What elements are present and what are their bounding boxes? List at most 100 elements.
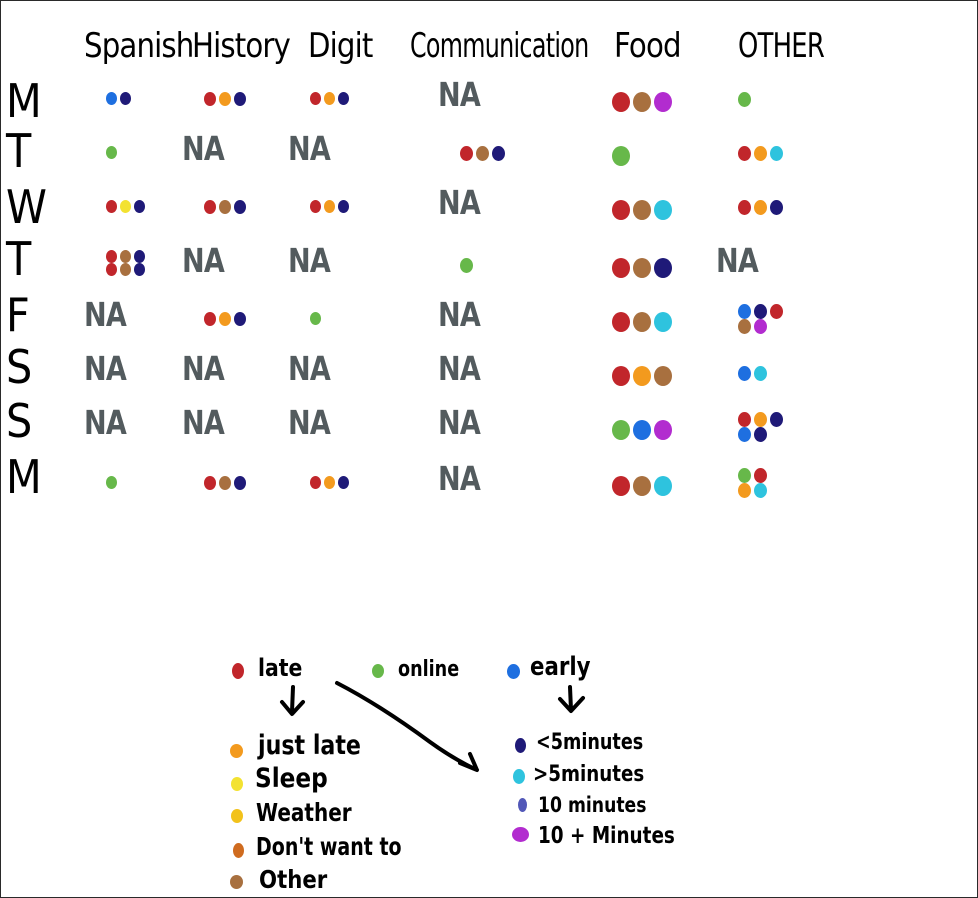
- attendance-dot-late: [310, 476, 321, 489]
- attendance-dot-late: [612, 258, 630, 278]
- attendance-dot-online: [106, 476, 117, 489]
- attendance-dot-late: [612, 312, 630, 332]
- attendance-dot-other: [219, 476, 231, 490]
- attendance-dot-other: [633, 92, 651, 112]
- legend-gt5-label: >5minutes: [533, 762, 645, 787]
- legend-other-dot: [230, 875, 243, 889]
- na-mark-monday-2-communication: NA: [438, 459, 481, 498]
- attendance-dot-late: [310, 200, 321, 213]
- na-mark-tuesday-digit: NA: [288, 129, 331, 168]
- attendance-dot-late: [754, 468, 767, 483]
- day-label-friday: F: [6, 288, 30, 342]
- attendance-dot-lt5: [654, 258, 672, 278]
- day-label-monday-2: M: [6, 450, 42, 504]
- late-to-minutes-arrow-icon: [335, 681, 479, 772]
- attendance-dot-lt5: [338, 200, 349, 213]
- legend-weather-label: Weather: [256, 798, 352, 827]
- legend-online-dot: [372, 664, 384, 678]
- attendance-dot-online: [738, 92, 751, 107]
- attendance-dot-just_late: [738, 483, 751, 498]
- legend-lt5-label: <5minutes: [536, 730, 644, 755]
- attendance-dot-other: [219, 200, 231, 214]
- attendance-dot-lt5: [492, 146, 505, 161]
- legend-weather-dot: [231, 809, 243, 823]
- legend-online-label: online: [398, 657, 460, 682]
- na-mark-saturday-spanish: NA: [84, 349, 127, 388]
- attendance-dot-late: [204, 312, 216, 326]
- attendance-dot-just_late: [754, 200, 767, 215]
- attendance-dot-early: [738, 304, 751, 319]
- attendance-dot-lt5: [234, 92, 246, 106]
- day-label-monday-1: M: [6, 74, 42, 128]
- attendance-dot-other: [633, 200, 651, 220]
- legend-other-label: Other: [259, 865, 328, 894]
- attendance-dot-online: [106, 146, 117, 159]
- attendance-dot-gt5: [654, 312, 672, 332]
- attendance-dot-lt5: [120, 92, 131, 105]
- na-mark-monday-1-communication: NA: [438, 75, 481, 114]
- column-header-history: History: [192, 26, 291, 66]
- legend-ten-plus-label: 10 + Minutes: [538, 823, 675, 849]
- attendance-dot-lt5: [134, 263, 145, 276]
- attendance-dot-gt5: [654, 476, 672, 496]
- attendance-dot-lt5: [234, 312, 246, 326]
- attendance-dot-late: [770, 304, 783, 319]
- day-label-wednesday: W: [6, 180, 47, 234]
- attendance-dot-early: [738, 366, 751, 381]
- attendance-dot-gt5: [754, 483, 767, 498]
- attendance-dot-sleep: [120, 200, 131, 213]
- legend-late-label: late: [258, 654, 303, 682]
- attendance-dot-late: [612, 476, 630, 496]
- attendance-dot-late: [738, 412, 751, 427]
- attendance-dot-ten_plus: [654, 92, 672, 112]
- attendance-dot-ten_plus: [654, 420, 672, 440]
- attendance-dot-online: [612, 420, 630, 440]
- na-mark-friday-spanish: NA: [84, 295, 127, 334]
- attendance-dot-late: [204, 92, 216, 106]
- attendance-dot-lt5: [754, 427, 767, 442]
- legend-early-dot: [507, 664, 520, 679]
- day-label-tuesday: T: [6, 124, 32, 178]
- na-mark-tuesday-history: NA: [182, 129, 225, 168]
- attendance-dot-online: [460, 258, 473, 273]
- attendance-dot-gt5: [754, 366, 767, 381]
- legend-sleep-dot: [231, 777, 243, 791]
- column-header-communication: Communication: [410, 26, 589, 66]
- attendance-dot-just_late: [324, 92, 335, 105]
- attendance-dot-other: [738, 319, 751, 334]
- attendance-dot-just_late: [219, 92, 231, 106]
- attendance-dot-lt5: [338, 476, 349, 489]
- attendance-dot-just_late: [633, 366, 651, 386]
- attendance-dot-gt5: [770, 146, 783, 161]
- attendance-dot-other: [120, 250, 131, 263]
- attendance-dot-early: [106, 92, 117, 105]
- na-mark-saturday-communication: NA: [438, 349, 481, 388]
- attendance-dot-late: [612, 200, 630, 220]
- attendance-dot-online: [310, 312, 321, 325]
- attendance-dot-just_late: [754, 146, 767, 161]
- na-mark-sunday-digit: NA: [288, 403, 331, 442]
- attendance-dot-other: [120, 263, 131, 276]
- na-mark-thursday-other: NA: [716, 241, 759, 280]
- attendance-dot-lt5: [754, 304, 767, 319]
- legend-sleep-label: Sleep: [255, 763, 328, 794]
- attendance-dot-gt5: [654, 200, 672, 220]
- early-down-arrow-icon: [558, 685, 585, 713]
- legend-lt5-dot: [515, 738, 526, 753]
- column-header-food: Food: [614, 26, 682, 66]
- legend-just-late-dot: [230, 744, 243, 758]
- na-mark-sunday-spanish: NA: [84, 403, 127, 442]
- attendance-dot-just_late: [219, 312, 231, 326]
- na-mark-thursday-history: NA: [182, 241, 225, 280]
- day-label-saturday: S: [6, 340, 33, 394]
- na-mark-saturday-history: NA: [182, 349, 225, 388]
- attendance-dot-other: [476, 146, 489, 161]
- legend-just-late-label: just late: [258, 730, 361, 761]
- column-header-spanish: Spanish: [84, 26, 194, 66]
- attendance-dot-online: [612, 146, 630, 166]
- legend-early-label: early: [530, 652, 591, 682]
- legend-gt5-dot: [513, 769, 525, 784]
- attendance-dot-other: [633, 312, 651, 332]
- legend-dont-want-to-dot: [233, 843, 244, 858]
